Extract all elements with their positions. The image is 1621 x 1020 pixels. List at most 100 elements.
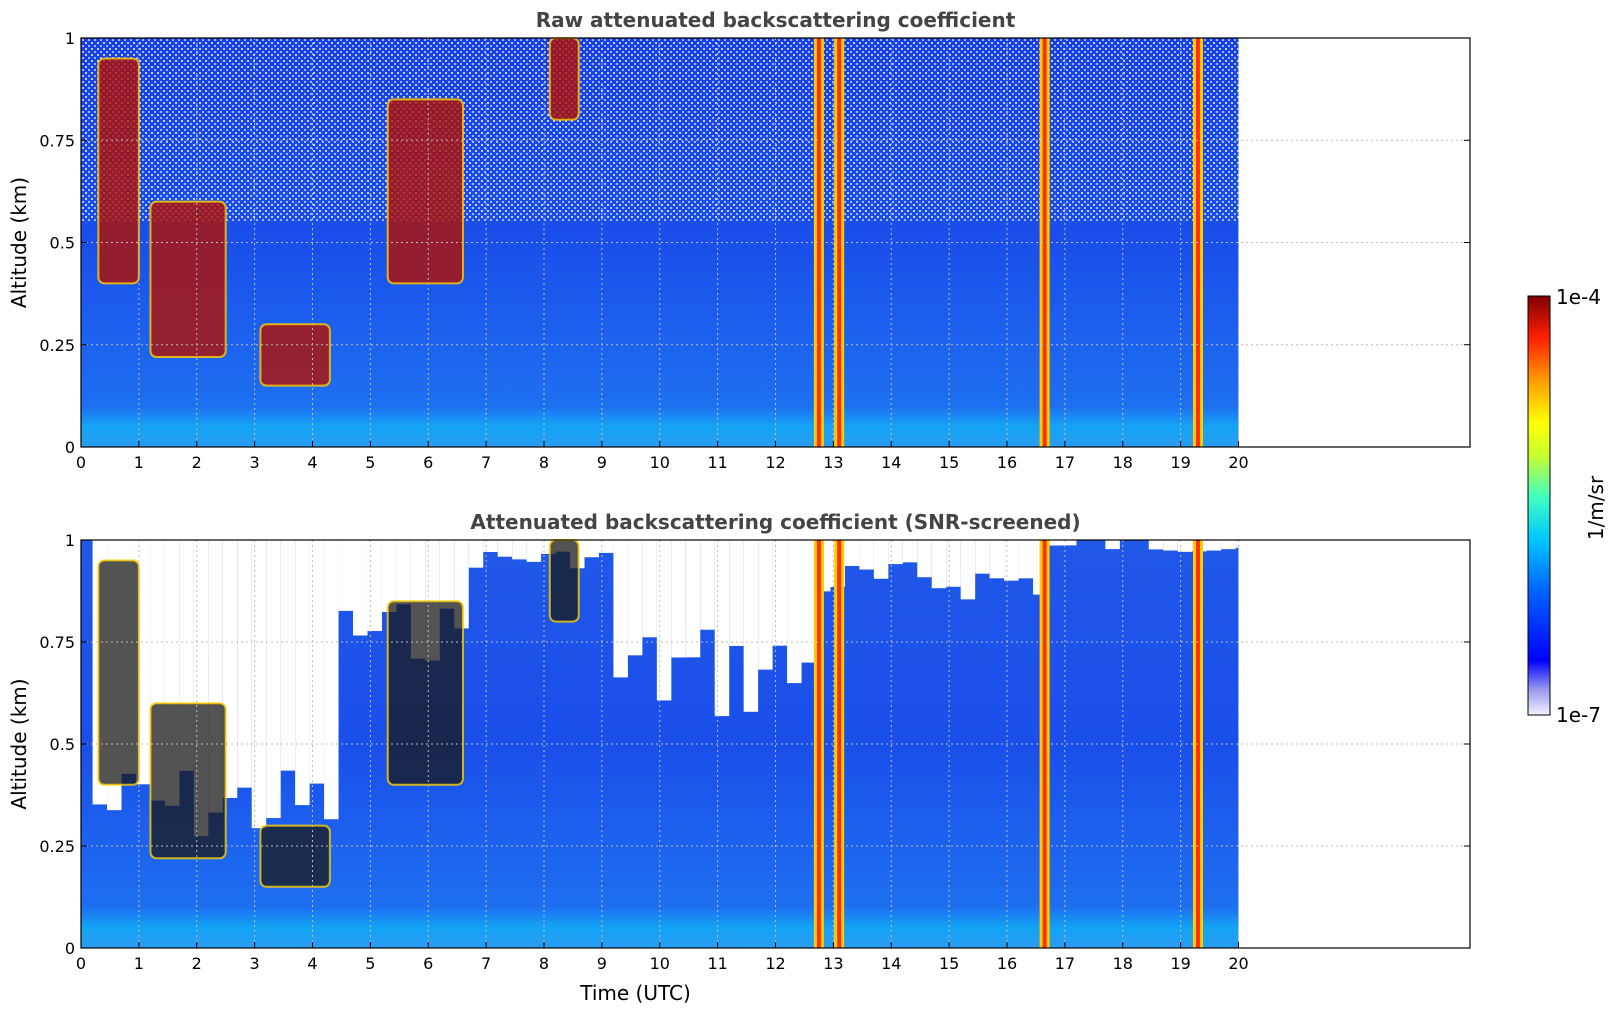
- x-tick-label: 12: [765, 453, 785, 472]
- screened-out-region: [1177, 540, 1193, 552]
- x-tick-label: 6: [423, 954, 433, 973]
- x-tick-label: 0: [76, 954, 86, 973]
- screened-out-region: [1061, 540, 1077, 546]
- screened-out-region: [266, 540, 281, 819]
- screened-out-region: [367, 540, 382, 632]
- x-tick-label: 12: [765, 954, 785, 973]
- x-tick-label: 14: [881, 453, 901, 472]
- screened-out-region: [1018, 540, 1034, 579]
- x-tick-label: 5: [365, 453, 375, 472]
- screened-out-region: [975, 540, 990, 574]
- x-tick-label: 11: [707, 954, 727, 973]
- cloud-layer: [259, 323, 331, 387]
- screened-out-region: [439, 540, 455, 609]
- x-tick-label: 7: [481, 453, 491, 472]
- y-tick-label: 0.75: [39, 633, 75, 652]
- cloud-layer: [149, 702, 227, 860]
- screened-out-region: [237, 540, 252, 788]
- screened-out-region: [1105, 540, 1120, 550]
- bright-column-core: [837, 38, 842, 447]
- screened-out-region: [700, 540, 715, 630]
- cloud-layer: [149, 200, 227, 359]
- screened-out-region: [627, 540, 643, 656]
- y-tick-label: 1: [65, 531, 75, 550]
- cloud-layer: [259, 824, 331, 888]
- y-tick-label: 0.5: [50, 234, 75, 253]
- y-axis-label: Altitude (km): [7, 678, 31, 809]
- screened-out-region: [656, 540, 672, 701]
- y-tick-label: 0: [65, 939, 75, 958]
- screened-out-region: [946, 540, 961, 587]
- x-tick-label: 9: [597, 453, 607, 472]
- x-axis-label: Time (UTC): [579, 981, 691, 1005]
- screened-out-region: [324, 540, 339, 820]
- x-tick-label: 3: [250, 954, 260, 973]
- screened-out-region: [309, 540, 325, 784]
- screened-out-region: [381, 540, 397, 612]
- screened-out-region: [917, 540, 932, 578]
- screened-out-region: [512, 540, 527, 560]
- y-tick-label: 0.25: [39, 336, 75, 355]
- screened-out-region: [338, 540, 354, 611]
- screened-out-region: [902, 540, 918, 563]
- screened-out-region: [714, 540, 730, 717]
- x-tick-label: 17: [1055, 954, 1075, 973]
- screened-out-region: [801, 540, 817, 663]
- screened-out-region: [584, 540, 599, 558]
- screened-out-region: [1163, 540, 1178, 551]
- screened-out-region: [483, 540, 498, 553]
- screened-out-region: [989, 540, 1005, 579]
- cloud-layer: [97, 559, 140, 786]
- screened-out-region: [497, 540, 513, 557]
- chart-title: Attenuated backscattering coefficient (S…: [470, 510, 1080, 534]
- y-tick-label: 0.5: [50, 735, 75, 754]
- screened-out-region: [671, 540, 686, 658]
- cloud-layer: [97, 57, 140, 285]
- x-tick-label: 19: [1170, 453, 1190, 472]
- chart-panel-raw: 0 1 2 3 4 5 6 7 8 9 10 11 12 13 14 15 16 17 18 19 2000.250.5…: [7, 8, 1471, 472]
- screened-out-region: [1206, 540, 1222, 551]
- x-tick-label: 13: [823, 453, 843, 472]
- screened-out-region: [642, 540, 657, 638]
- x-tick-label: 8: [539, 453, 549, 472]
- screened-out-region: [729, 540, 744, 646]
- cloud-layer: [386, 600, 464, 786]
- x-tick-label: 4: [307, 954, 317, 973]
- screened-out-region: [931, 540, 947, 589]
- x-tick-label: 13: [823, 954, 843, 973]
- bright-column-core: [1042, 540, 1047, 948]
- bright-column-core: [816, 540, 821, 948]
- screened-out-region: [873, 540, 889, 579]
- screened-out-region: [251, 540, 267, 829]
- x-tick-label: 10: [650, 954, 670, 973]
- x-tick-label: 19: [1170, 954, 1190, 973]
- x-tick-label: 2: [192, 954, 202, 973]
- x-tick-label: 16: [997, 453, 1017, 472]
- screened-out-region: [613, 540, 628, 678]
- colorbar-gradient: [1527, 295, 1551, 716]
- x-tick-label: 20: [1228, 453, 1248, 472]
- x-tick-label: 18: [1113, 453, 1133, 472]
- screened-out-region: [353, 540, 368, 636]
- bright-column-core: [837, 540, 842, 948]
- x-tick-label: 3: [250, 453, 260, 472]
- x-tick-label: 1: [134, 453, 144, 472]
- x-tick-label: 4: [307, 453, 317, 472]
- screened-out-region: [859, 540, 874, 570]
- screened-out-region: [1148, 540, 1164, 550]
- cloud-layer: [386, 98, 464, 285]
- y-tick-label: 0: [65, 438, 75, 457]
- x-tick-label: 10: [650, 453, 670, 472]
- screened-out-region: [960, 540, 976, 600]
- chart-title: Raw attenuated backscattering coefficien…: [536, 8, 1016, 32]
- x-tick-label: 2: [192, 453, 202, 472]
- screened-out-region: [1221, 540, 1236, 550]
- screened-out-region: [1047, 540, 1062, 546]
- x-tick-label: 8: [539, 954, 549, 973]
- screened-out-region: [280, 540, 296, 771]
- x-tick-label: 14: [881, 954, 901, 973]
- screened-out-region: [844, 540, 860, 566]
- x-tick-label: 18: [1113, 954, 1133, 973]
- screened-out-region: [743, 540, 759, 712]
